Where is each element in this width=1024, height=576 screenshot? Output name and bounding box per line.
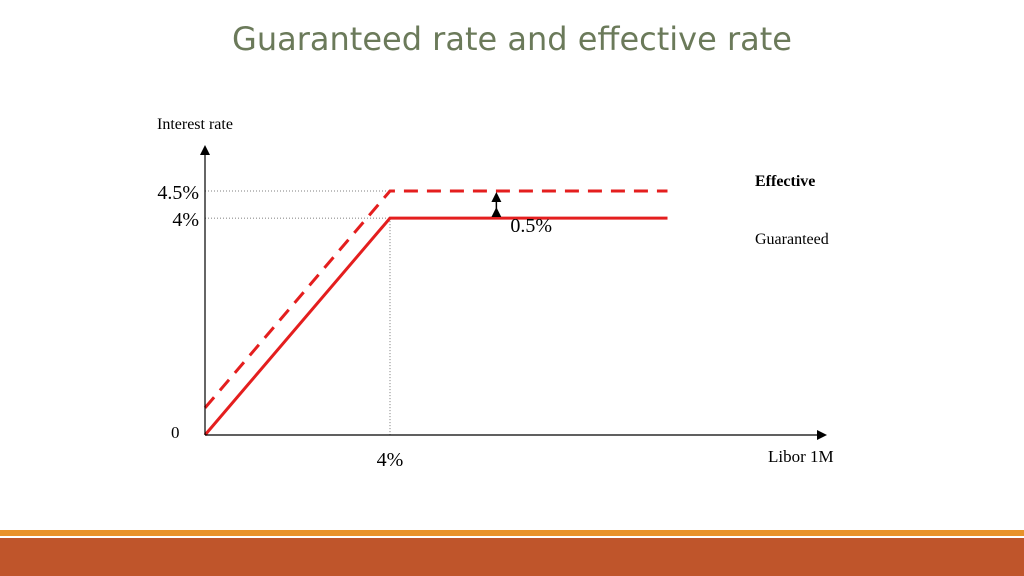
y-tick-label: 4.5% [157,182,199,204]
series-line-guaranteed [203,216,668,436]
origin-label: 0 [171,423,180,442]
y-tick-label: 4% [172,209,199,231]
x-axis-label: Libor 1M [768,447,834,466]
series-label-guaranteed: Guaranteed [755,231,829,248]
series-line-effective [203,189,668,409]
series-label-effective: Effective [755,173,815,190]
footer-accent-line [0,530,1024,536]
slide-title: Guaranteed rate and effective rate [232,20,792,58]
y-axis-label: Interest rate [157,116,233,133]
footer-band [0,538,1024,576]
gap-label: 0.5% [510,215,552,237]
x-tick-label: 4% [377,449,404,471]
